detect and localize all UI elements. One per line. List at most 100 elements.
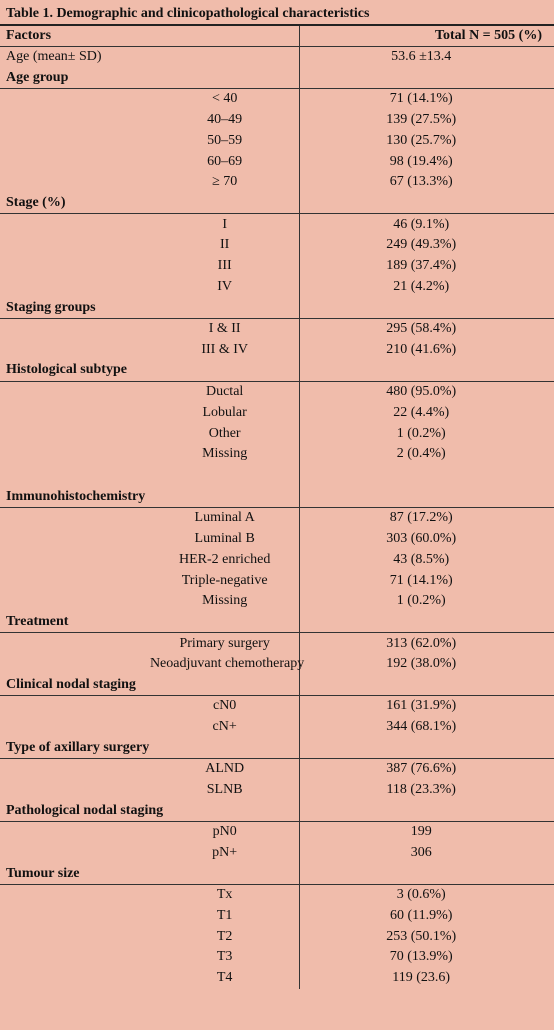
section: Stage (%) I 46 (9.1%) II 249 (49.3%) III 189 (… (0, 192, 554, 298)
empty-cell (299, 737, 554, 759)
empty-cell (0, 235, 150, 256)
group-row: Tumour size (0, 863, 554, 885)
empty-cell (0, 654, 150, 675)
value-cell: 22 (4.4%) (299, 402, 554, 424)
empty-cell (0, 318, 150, 339)
value-cell: 71 (14.1%) (299, 570, 554, 592)
empty-cell (0, 717, 150, 738)
label-cell: Lobular (202, 404, 247, 420)
empty-cell (299, 486, 554, 508)
value-cell: 192 (38.0%) (299, 653, 554, 675)
value-cell: 43 (8.5%) (299, 549, 554, 571)
row: I & II 295 (58.4%) (0, 318, 554, 340)
table-header: Factors Total N = 505 (%) Age (mean± SD)… (0, 26, 554, 68)
group-name: Stage (%) (0, 192, 300, 215)
row: T4 119 (23.6) (0, 967, 554, 989)
row: ≥ 70 67 (13.3%) (0, 172, 554, 193)
label-cell: < 40 (211, 91, 238, 107)
value-cell: 139 (27.5%) (299, 109, 554, 131)
row: T1 60 (11.9%) (0, 905, 554, 927)
empty-cell (0, 172, 150, 193)
value-cell: 67 (13.3%) (299, 172, 554, 193)
header-cell: Factors (0, 26, 300, 48)
label-cell: Missing (202, 445, 248, 461)
empty-cell (299, 67, 554, 89)
factor-cell: Age (mean± SD) (6, 49, 102, 65)
label-cell: Other (208, 425, 241, 441)
group-name: Tumour size (0, 863, 300, 885)
label-cell: II (219, 237, 230, 253)
empty-cell (299, 297, 554, 319)
row: 60–69 98 (19.4%) (0, 151, 554, 173)
group-name: Staging groups (0, 297, 300, 319)
empty-cell (0, 151, 150, 172)
empty-cell (0, 381, 150, 402)
empty-cell (0, 130, 150, 151)
empty-cell (0, 444, 150, 487)
row: Luminal A 87 (17.2%) (0, 507, 554, 529)
value-cell: 480 (95.0%) (299, 381, 554, 403)
empty-cell (299, 800, 554, 822)
group-row: Stage (%) (0, 192, 554, 215)
group-name: Histological subtype (0, 360, 300, 382)
value-cell: 387 (76.6%) (299, 758, 554, 780)
empty-cell (0, 529, 150, 550)
row: ALND 387 (76.6%) (0, 758, 554, 780)
empty-cell (0, 507, 150, 528)
empty-cell (0, 884, 150, 905)
empty-cell (0, 591, 150, 612)
empty-cell (0, 277, 150, 298)
label-cell: T2 (216, 928, 233, 944)
group-name: Age group (0, 67, 300, 89)
section: Immunohistochemistry Luminal A 87 (17.2%) L… (0, 486, 554, 612)
row: < 40 71 (14.1%) (0, 88, 554, 110)
section: Pathological nodal staging pN0 199 pN+ 306 (0, 800, 554, 864)
value-cell: 71 (14.1%) (299, 88, 554, 110)
row: T2 253 (50.1%) (0, 926, 554, 948)
group-name: Immunohistochemistry (0, 486, 300, 508)
empty-cell (0, 633, 150, 654)
label-cell: Luminal B (194, 531, 255, 547)
empty-cell (0, 905, 150, 926)
label-cell: pN0 (212, 824, 237, 840)
label-cell: SLNB (206, 782, 243, 798)
section: Staging groups I & II 295 (58.4%) III & IV 2… (0, 297, 554, 361)
empty-cell (0, 947, 150, 968)
empty-cell (0, 110, 150, 131)
value-cell: 98 (19.4%) (299, 151, 554, 173)
section: Age group < 40 71 (14.1%) 40–49 139 (27.5%) 5… (0, 67, 554, 193)
group-row: Staging groups (0, 297, 554, 319)
empty-cell (0, 339, 150, 360)
row: Missing 1 (0.2%) (0, 591, 554, 612)
value-cell: 21 (4.2%) (299, 276, 554, 298)
group-row: Pathological nodal staging (0, 800, 554, 822)
empty-cell (0, 968, 150, 989)
row: III 189 (37.4%) (0, 255, 554, 277)
row: Other 1 (0.2%) (0, 423, 554, 444)
value-cell: 253 (50.1%) (299, 926, 554, 948)
row: cN+ 344 (68.1%) (0, 716, 554, 738)
row: SLNB 118 (23.3%) (0, 779, 554, 801)
row: 40–49 139 (27.5%) (0, 109, 554, 131)
label-cell: III (217, 258, 232, 274)
empty-cell (0, 423, 150, 444)
label-cell: Triple-negative (181, 572, 268, 588)
empty-cell (0, 549, 150, 570)
group-row: Type of axillary surgery (0, 737, 554, 759)
value-cell: 70 (13.9%) (299, 947, 554, 968)
row: Primary surgery 313 (62.0%) (0, 632, 554, 654)
value-cell: 46 (9.1%) (299, 213, 554, 235)
label-cell: T4 (216, 970, 233, 986)
empty-cell (0, 88, 150, 109)
value-cell: 119 (23.6) (299, 967, 554, 989)
label-cell: HER-2 enriched (178, 551, 271, 567)
empty-cell (299, 863, 554, 885)
value-cell: 2 (0.4%) (299, 443, 554, 487)
row: T3 70 (13.9%) (0, 947, 554, 968)
group-row: Clinical nodal staging (0, 674, 554, 696)
value-cell: 344 (68.1%) (299, 716, 554, 738)
empty-cell (0, 570, 150, 591)
value-cell: 249 (49.3%) (299, 234, 554, 256)
group-row: Treatment (0, 611, 554, 634)
row: Luminal B 303 (60.0%) (0, 528, 554, 550)
